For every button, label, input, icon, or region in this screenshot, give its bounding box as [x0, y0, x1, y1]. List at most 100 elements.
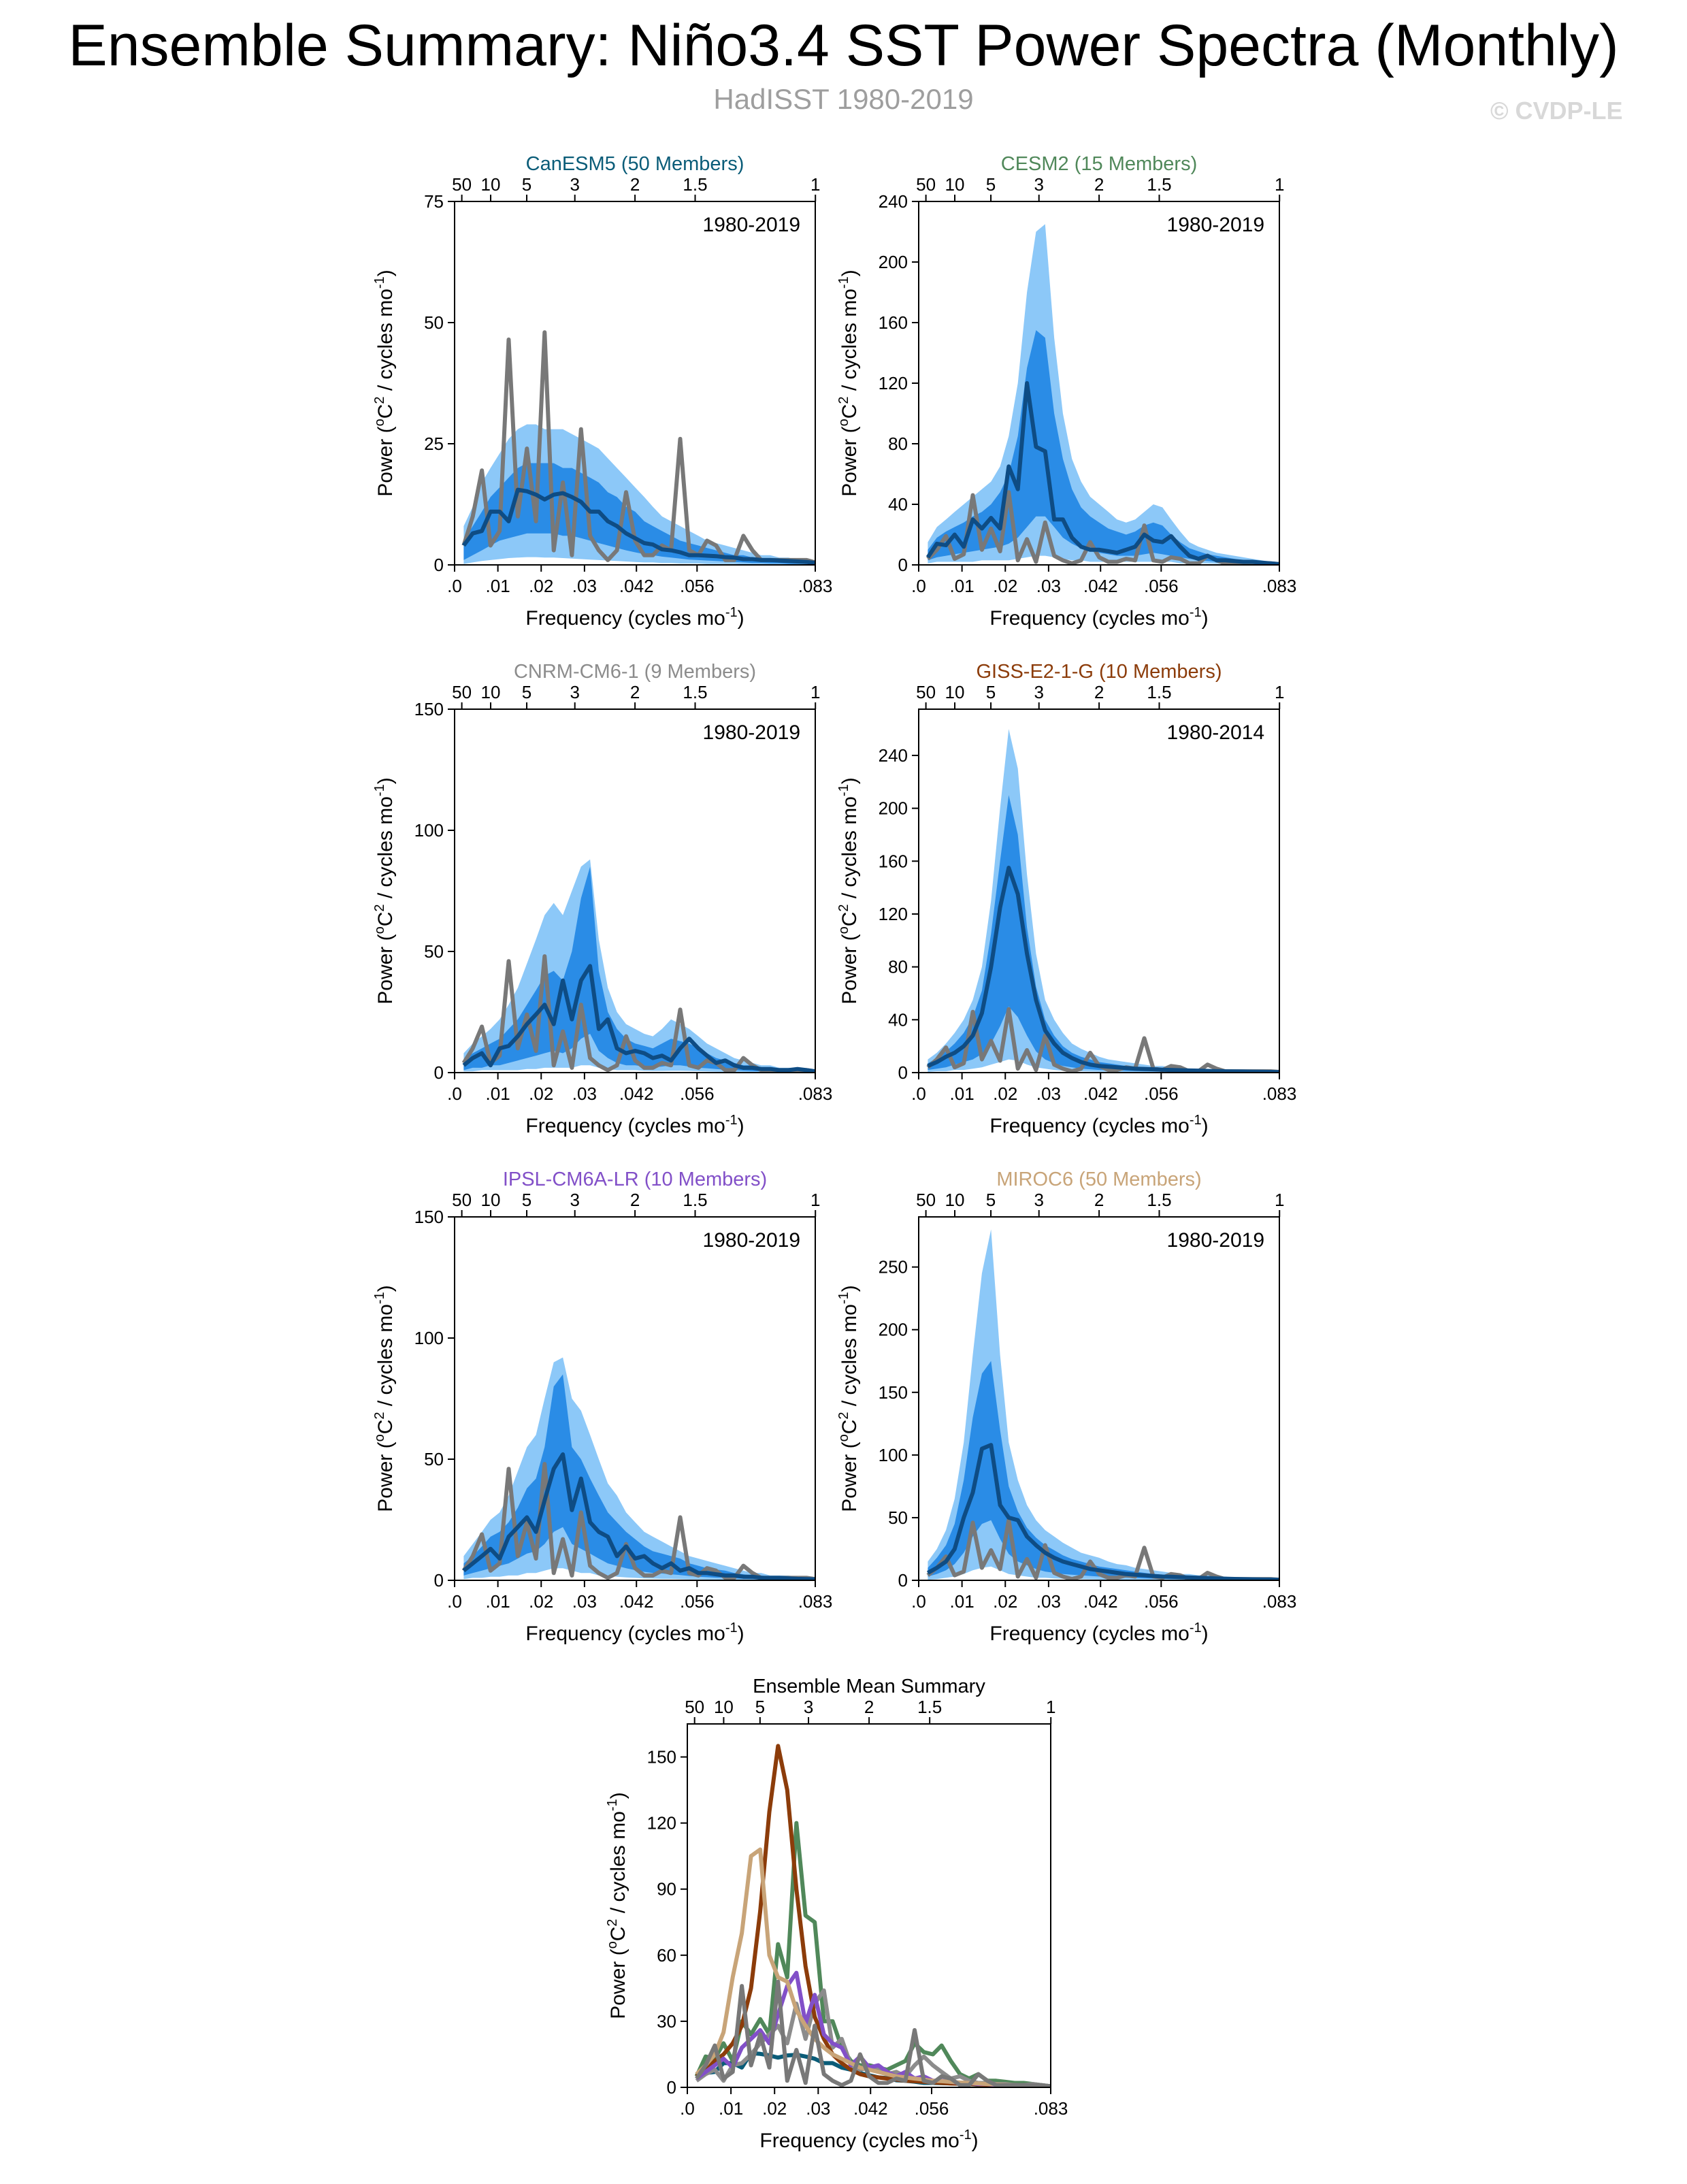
- x-tick-label: .0: [911, 1083, 926, 1104]
- panel-title: Ensemble Mean Summary: [753, 1676, 985, 1697]
- x-axis-label: Frequency (cycles mo-1): [525, 1620, 744, 1645]
- y-tick-label: 30: [657, 2011, 676, 2032]
- observation-line: [461, 330, 815, 565]
- top-tick-label: 50: [916, 174, 936, 195]
- top-tick-label: 1: [1275, 1190, 1284, 1210]
- panel-title: MIROC6 (50 Members): [996, 1169, 1201, 1190]
- y-tick-label: 240: [879, 745, 908, 766]
- plot-area: [694, 1744, 1051, 2087]
- x-tick-label: .01: [950, 1083, 974, 1104]
- panel-title: GISS-E2-1-G (10 Members): [977, 661, 1222, 683]
- y-tick-label: 100: [414, 1328, 444, 1348]
- ensemble-mean-line: [461, 487, 815, 565]
- x-tick-label: .0: [447, 576, 462, 596]
- top-tick-label: 3: [570, 174, 579, 195]
- top-tick-label: 1.5: [1147, 682, 1171, 702]
- top-tick-label: 1.5: [1147, 174, 1171, 195]
- x-axis-label: Frequency (cycles mo-1): [989, 1113, 1208, 1137]
- y-tick-label: 200: [879, 1320, 908, 1340]
- top-tick-label: 1: [1275, 174, 1284, 195]
- top-tick-label: 10: [945, 1190, 965, 1210]
- y-tick-label: 150: [647, 1747, 676, 1767]
- top-tick-label: 3: [1034, 1190, 1043, 1210]
- period-label: 1980-2014: [1167, 721, 1264, 744]
- x-tick-label: .02: [993, 1083, 1017, 1104]
- x-tick-label: .03: [572, 576, 597, 596]
- x-axis-label: Frequency (cycles mo-1): [989, 1620, 1208, 1645]
- y-axis-label: Power (oC2 / cycles mo-1): [836, 777, 861, 1004]
- x-tick-label: .03: [572, 1083, 597, 1104]
- top-tick-label: 50: [452, 174, 472, 195]
- ensemble-spread-band: [928, 1360, 1279, 1580]
- top-tick-label: 1.5: [683, 174, 707, 195]
- x-tick-label: .083: [798, 576, 833, 596]
- y-tick-label: 90: [657, 1879, 676, 1900]
- x-tick-label: .02: [529, 576, 553, 596]
- x-tick-label: .01: [950, 576, 974, 596]
- top-tick-label: 3: [570, 682, 579, 702]
- x-tick-label: .056: [1144, 576, 1179, 596]
- y-tick-label: 80: [888, 434, 908, 454]
- y-axis-label: Power (oC2 / cycles mo-1): [605, 1792, 629, 2019]
- y-tick-label: 120: [647, 1813, 676, 1833]
- x-tick-label: .083: [798, 1591, 833, 1612]
- top-tick-label: 3: [1034, 174, 1043, 195]
- x-tick-label: .02: [993, 1591, 1017, 1612]
- ensemble-mean-line: [926, 1443, 1279, 1580]
- x-tick-label: .042: [1083, 576, 1118, 596]
- x-tick-label: .01: [950, 1591, 974, 1612]
- x-tick-label: .056: [680, 576, 715, 596]
- x-tick-label: .056: [1144, 1083, 1179, 1104]
- panel-6: 0 50 100 150 200 250 .0 .01 .02 .03 .042 .056 .083 50…: [836, 1169, 1296, 1645]
- panel-1: 0 25 50 75 .0 .01 .02 .03 .042 .056 .083 50 10 5 3 2 1.5…: [372, 153, 832, 630]
- y-tick-label: 50: [424, 941, 444, 962]
- x-tick-label: .03: [1036, 1591, 1061, 1612]
- ensemble-mean-line: [926, 381, 1279, 565]
- panel-title: CESM2 (15 Members): [1001, 153, 1197, 175]
- copyright-watermark: © CVDP-LE: [1490, 97, 1623, 125]
- x-tick-label: .042: [1083, 1083, 1118, 1104]
- x-tick-label: .042: [853, 2098, 888, 2119]
- period-label: 1980-2019: [1167, 214, 1264, 236]
- top-tick-label: 50: [452, 682, 472, 702]
- y-tick-label: 200: [879, 252, 908, 272]
- top-tick-label: 1.5: [917, 1697, 942, 1717]
- y-tick-label: 160: [879, 851, 908, 871]
- panel-2: 0 40 80 120 160 200 240 .0 .01 .02 .03 .042 .056 .083…: [836, 153, 1296, 630]
- y-tick-label: 250: [879, 1257, 908, 1277]
- x-tick-label: .0: [911, 576, 926, 596]
- y-tick-label: 0: [434, 555, 444, 575]
- x-tick-label: .042: [619, 1591, 654, 1612]
- x-tick-label: .056: [915, 2098, 949, 2119]
- panel-title: CNRM-CM6-1 (9 Members): [514, 661, 756, 683]
- y-tick-label: 0: [434, 1062, 444, 1083]
- y-tick-label: 0: [667, 2077, 676, 2098]
- y-tick-label: 25: [424, 434, 444, 454]
- x-tick-label: .042: [619, 1083, 654, 1104]
- y-tick-label: 150: [414, 699, 444, 719]
- ensemble-mean-line: [462, 964, 815, 1073]
- x-tick-label: .03: [1036, 576, 1061, 596]
- top-tick-label: 2: [1094, 174, 1104, 195]
- plot-area: [926, 729, 1279, 1073]
- y-tick-label: 160: [879, 312, 908, 333]
- y-tick-label: 80: [888, 957, 908, 977]
- y-tick-label: 120: [879, 904, 908, 924]
- top-tick-label: 2: [630, 1190, 640, 1210]
- x-tick-label: .056: [680, 1591, 715, 1612]
- x-tick-label: .0: [447, 1083, 462, 1104]
- top-tick-label: 2: [864, 1697, 874, 1717]
- top-tick-label: 5: [755, 1697, 765, 1717]
- y-axis-label: Power (oC2 / cycles mo-1): [372, 777, 397, 1004]
- x-tick-label: .01: [486, 576, 510, 596]
- x-tick-label: .042: [1083, 1591, 1118, 1612]
- top-tick-label: 5: [522, 1190, 531, 1210]
- ensemble-spread-band: [928, 795, 1279, 1073]
- top-tick-label: 1: [1275, 682, 1284, 702]
- panel-7: 0 30 60 90 120 150 .0 .01 .02 .03 .042 .056 .083 50 10…: [605, 1676, 1068, 2152]
- y-tick-label: 0: [898, 1570, 908, 1591]
- page-subtitle: HadISST 1980-2019: [713, 83, 974, 115]
- period-label: 1980-2019: [703, 214, 800, 236]
- y-tick-label: 150: [414, 1207, 444, 1227]
- y-tick-label: 50: [888, 1507, 908, 1528]
